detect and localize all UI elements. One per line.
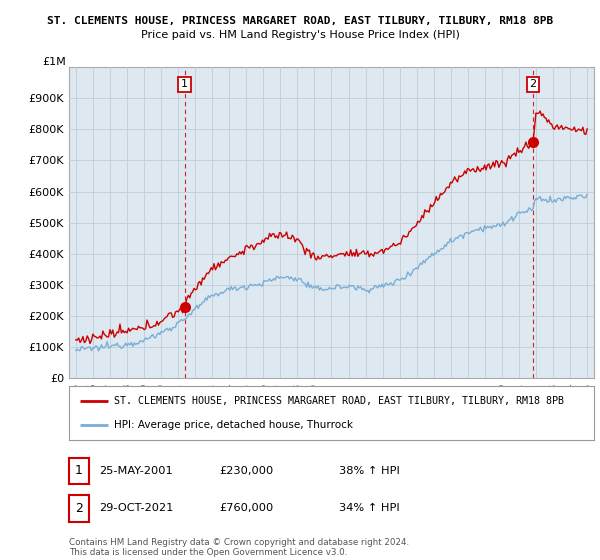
Text: 25-MAY-2001: 25-MAY-2001 (99, 466, 173, 476)
Text: £1M: £1M (43, 57, 67, 67)
Text: 29-OCT-2021: 29-OCT-2021 (99, 503, 173, 514)
Text: ST. CLEMENTS HOUSE, PRINCESS MARGARET ROAD, EAST TILBURY, TILBURY, RM18 8PB: ST. CLEMENTS HOUSE, PRINCESS MARGARET RO… (47, 16, 553, 26)
Text: £760,000: £760,000 (219, 503, 273, 514)
Text: Price paid vs. HM Land Registry's House Price Index (HPI): Price paid vs. HM Land Registry's House … (140, 30, 460, 40)
Text: ST. CLEMENTS HOUSE, PRINCESS MARGARET ROAD, EAST TILBURY, TILBURY, RM18 8PB: ST. CLEMENTS HOUSE, PRINCESS MARGARET RO… (113, 396, 563, 406)
Text: 1: 1 (75, 464, 83, 478)
Text: 2: 2 (75, 502, 83, 515)
Text: 34% ↑ HPI: 34% ↑ HPI (339, 503, 400, 514)
Text: HPI: Average price, detached house, Thurrock: HPI: Average price, detached house, Thur… (113, 420, 353, 430)
Text: 1: 1 (181, 80, 188, 89)
Text: 2: 2 (530, 80, 537, 89)
Text: £230,000: £230,000 (219, 466, 273, 476)
Text: 38% ↑ HPI: 38% ↑ HPI (339, 466, 400, 476)
Text: Contains HM Land Registry data © Crown copyright and database right 2024.
This d: Contains HM Land Registry data © Crown c… (69, 538, 409, 557)
